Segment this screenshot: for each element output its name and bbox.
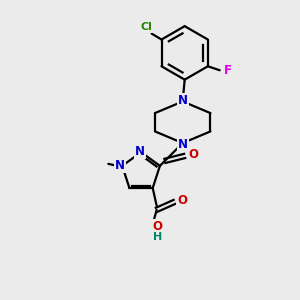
Text: O: O <box>177 194 188 207</box>
Text: N: N <box>115 159 125 172</box>
Text: N: N <box>178 138 188 151</box>
Text: Cl: Cl <box>141 22 153 32</box>
Text: F: F <box>224 64 232 77</box>
Text: N: N <box>178 94 188 107</box>
Text: O: O <box>153 220 163 233</box>
Text: H: H <box>153 232 162 242</box>
Text: O: O <box>189 148 199 161</box>
Text: N: N <box>135 145 145 158</box>
